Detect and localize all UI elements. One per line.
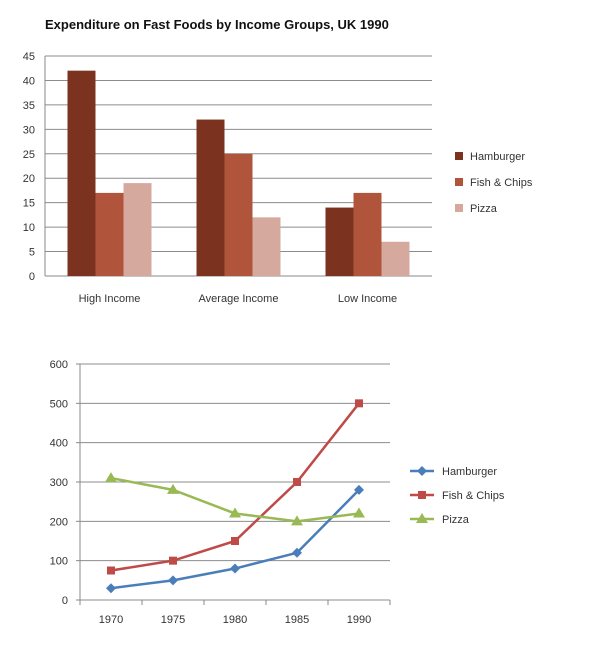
bar-fish-chips [353, 192, 382, 276]
bar-legend-swatch [455, 204, 463, 212]
bar-legend-label: Fish & Chips [470, 177, 533, 189]
line-chart-x-axis: 1970 1975 1980 1985 1990 [99, 614, 371, 626]
line-x-tick-label: 1985 [285, 614, 309, 626]
line-chart-legend: Hamburger Fish & Chips Pizza [410, 466, 505, 526]
line-x-tick-label: 1980 [223, 614, 247, 626]
bar-legend-swatch [455, 152, 463, 160]
line-legend-label: Pizza [442, 514, 470, 526]
line-y-tick-label: 100 [50, 556, 68, 568]
line-x-tick-label: 1990 [347, 614, 371, 626]
line-chart-series [105, 399, 365, 594]
bar-pizza [381, 241, 410, 276]
bar-y-tick-label: 0 [29, 271, 35, 283]
point-fish-chips [231, 537, 239, 545]
bar-legend-label: Hamburger [470, 151, 525, 163]
point-fish-chips [355, 399, 363, 408]
bar-chart-legend: Hamburger Fish & Chips Pizza [455, 151, 533, 215]
line-chart: 0 100 200 300 400 500 600 1970 1975 1980 1985 1990… [50, 359, 505, 626]
point-pizza [229, 507, 241, 518]
point-hamburger [292, 547, 302, 558]
bar-chart-x-axis: High Income Average Income Low Income [79, 293, 398, 305]
line-legend-label: Hamburger [442, 466, 497, 478]
line-legend-marker [418, 491, 426, 499]
bar-y-tick-label: 30 [23, 124, 35, 136]
line-x-tick-label: 1970 [99, 614, 123, 626]
point-pizza [105, 472, 117, 483]
bar-chart-bars [67, 70, 410, 277]
point-pizza [167, 483, 179, 494]
bar-pizza [252, 217, 281, 276]
bar-pizza [123, 183, 152, 276]
bar-hamburger [325, 207, 354, 276]
line-chart-y-axis: 0 100 200 300 400 500 600 [50, 359, 68, 607]
point-hamburger [168, 575, 178, 586]
point-pizza [291, 515, 303, 526]
bar-fish-chips [95, 192, 124, 276]
bar-y-tick-label: 35 [23, 100, 35, 112]
line-y-tick-label: 500 [50, 398, 68, 410]
bar-chart: Expenditure on Fast Foods by Income Grou… [23, 17, 533, 305]
line-legend-marker [416, 513, 428, 523]
bar-x-tick-label: Average Income [199, 293, 279, 305]
point-hamburger [354, 484, 364, 495]
point-pizza [353, 507, 365, 518]
bar-y-tick-label: 45 [23, 51, 35, 63]
line-x-tick-label: 1975 [161, 614, 185, 626]
line-legend-marker [417, 466, 427, 476]
bar-y-tick-label: 20 [23, 173, 35, 185]
bar-x-tick-label: High Income [79, 293, 141, 305]
bar-chart-title: Expenditure on Fast Foods by Income Grou… [45, 17, 389, 32]
point-fish-chips [293, 478, 301, 486]
point-fish-chips [169, 556, 177, 565]
line-legend-label: Fish & Chips [442, 490, 505, 502]
point-hamburger [106, 583, 116, 594]
line-y-tick-label: 400 [50, 438, 68, 450]
bar-y-tick-label: 5 [29, 247, 35, 259]
bar-fish-chips [224, 153, 253, 276]
bar-chart-y-axis: 0 5 10 15 20 25 30 35 40 45 [23, 51, 35, 283]
line-y-tick-label: 200 [50, 516, 68, 528]
bar-x-tick-label: Low Income [338, 293, 397, 305]
bar-hamburger [67, 70, 96, 277]
bar-legend-swatch [455, 178, 463, 186]
bar-y-tick-label: 15 [23, 198, 35, 210]
line-y-tick-label: 300 [50, 477, 68, 489]
point-hamburger [230, 563, 240, 574]
bar-y-tick-label: 10 [23, 222, 35, 234]
point-fish-chips [107, 566, 115, 575]
line-y-tick-label: 600 [50, 359, 68, 371]
bar-y-tick-label: 40 [23, 75, 35, 87]
line-y-tick-label: 0 [62, 595, 68, 607]
bar-y-tick-label: 25 [23, 149, 35, 161]
bar-legend-label: Pizza [470, 203, 498, 215]
bar-hamburger [196, 119, 225, 276]
